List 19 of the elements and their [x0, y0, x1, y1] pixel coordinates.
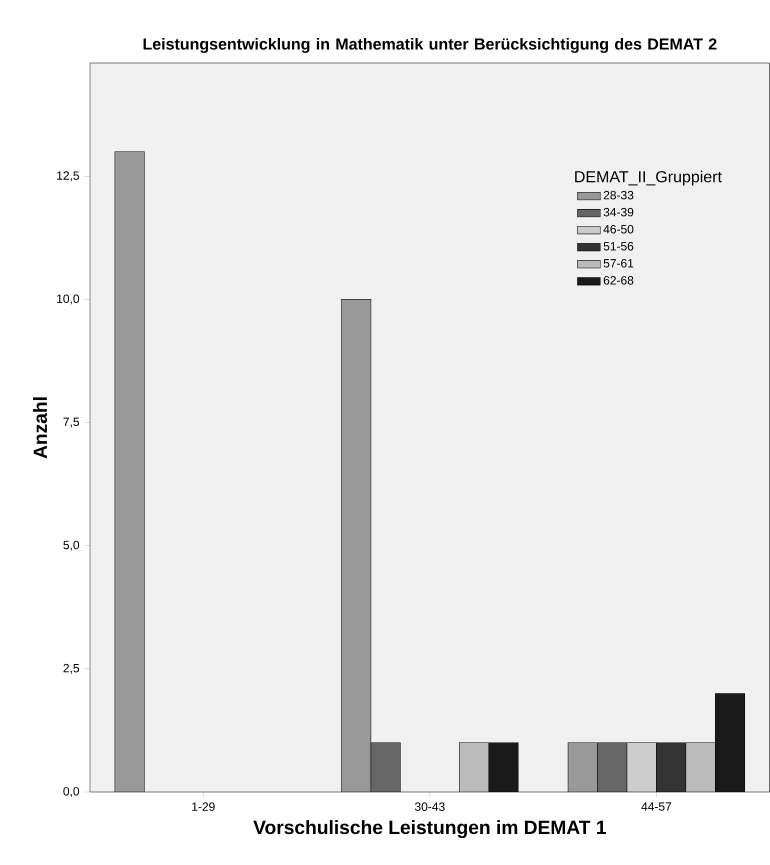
legend-label: 62-68 [604, 276, 634, 285]
x-tick-label: 1-29 [192, 802, 215, 811]
legend-label: 51-56 [603, 242, 634, 251]
y-axis-title: Anzahl [32, 397, 47, 458]
x-tick-label: 30-43 [414, 802, 444, 811]
legend-label: 34-39 [603, 208, 634, 216]
chart-title: Leistungsentwicklung in Mathematik unter Berücksichtigung des DEMAT 2 [143, 38, 716, 53]
x-tick-label: 44-57 [641, 802, 671, 811]
y-tick-label: 7,5 [63, 418, 79, 428]
y-tick-label: 12,5 [56, 171, 79, 182]
x-axis-title: Vorschulische Leistungen im DEMAT 1 [253, 820, 606, 838]
legend-label: 46-50 [603, 224, 634, 234]
legend-title: DEMAT_II_Gruppiert [574, 170, 722, 186]
y-tick-label: 0,0 [63, 787, 79, 797]
y-tick-label: 2,5 [63, 664, 79, 674]
y-tick-label: 5,0 [63, 540, 79, 551]
legend-label: 57-61 [603, 259, 634, 268]
y-tick-label: 10,0 [56, 294, 79, 304]
legend-label: 28-33 [604, 190, 634, 200]
